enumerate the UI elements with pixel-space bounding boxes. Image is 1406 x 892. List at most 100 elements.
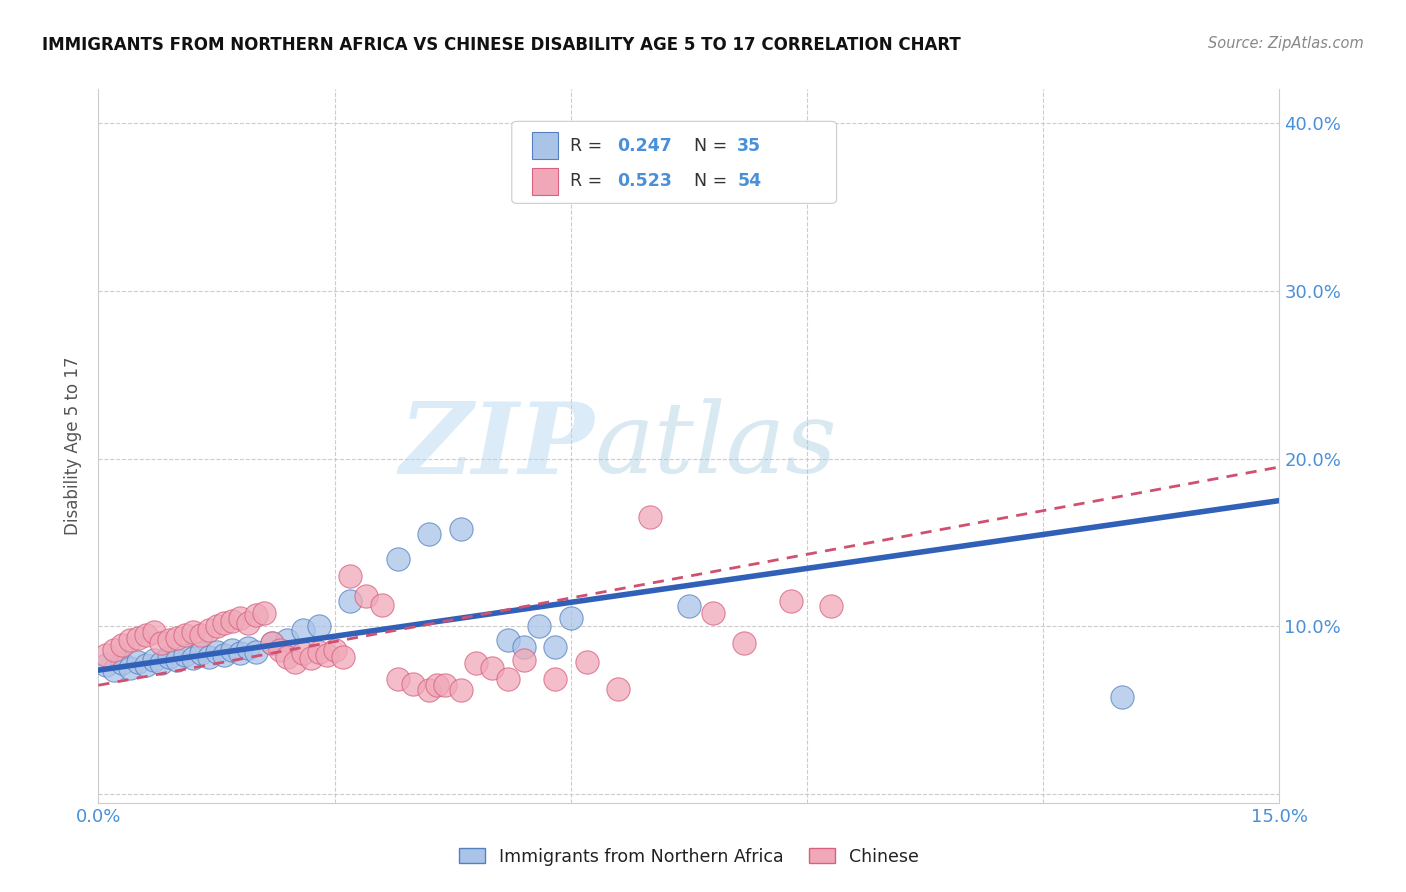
Point — [638, 510, 661, 524]
Point — [575, 655, 598, 669]
Text: ZIP: ZIP — [399, 398, 595, 494]
Point — [276, 632, 298, 647]
Point — [135, 658, 157, 673]
Point — [181, 624, 204, 639]
Point — [544, 672, 567, 686]
Point — [496, 672, 519, 686]
Point — [111, 657, 134, 671]
Point — [332, 649, 354, 664]
Point — [260, 636, 283, 650]
Point — [292, 646, 315, 660]
Point — [142, 624, 165, 639]
Point — [118, 661, 141, 675]
Point — [702, 606, 724, 620]
Point — [103, 663, 125, 677]
Point — [150, 657, 173, 671]
Point — [820, 599, 842, 614]
Point — [284, 655, 307, 669]
Point — [402, 676, 425, 690]
Point — [276, 649, 298, 664]
FancyBboxPatch shape — [512, 121, 837, 203]
Point — [96, 658, 118, 673]
Point — [190, 646, 212, 660]
Point — [214, 616, 236, 631]
Point — [221, 615, 243, 629]
Point — [1111, 690, 1133, 704]
Point — [292, 623, 315, 637]
Text: IMMIGRANTS FROM NORTHERN AFRICA VS CHINESE DISABILITY AGE 5 TO 17 CORRELATION CH: IMMIGRANTS FROM NORTHERN AFRICA VS CHINE… — [42, 36, 960, 54]
Point — [236, 641, 259, 656]
Text: N =: N = — [693, 172, 733, 190]
Point — [236, 616, 259, 631]
Point — [371, 598, 394, 612]
Point — [127, 632, 149, 646]
Text: 35: 35 — [737, 136, 762, 155]
Point — [229, 611, 252, 625]
Point — [245, 645, 267, 659]
Point — [418, 527, 440, 541]
Point — [269, 643, 291, 657]
Point — [481, 661, 503, 675]
Point — [426, 678, 449, 692]
Point — [118, 632, 141, 647]
Point — [512, 653, 534, 667]
Point — [127, 655, 149, 669]
Point — [308, 645, 330, 659]
Point — [315, 648, 337, 662]
Y-axis label: Disability Age 5 to 17: Disability Age 5 to 17 — [65, 357, 83, 535]
Point — [339, 594, 361, 608]
Text: R =: R = — [569, 136, 607, 155]
Point — [308, 619, 330, 633]
FancyBboxPatch shape — [531, 132, 558, 160]
Point — [253, 606, 276, 620]
Point — [607, 681, 630, 696]
Point — [418, 683, 440, 698]
Point — [733, 636, 755, 650]
Text: Source: ZipAtlas.com: Source: ZipAtlas.com — [1208, 36, 1364, 51]
Point — [174, 628, 197, 642]
Point — [245, 607, 267, 622]
Point — [450, 683, 472, 698]
Text: atlas: atlas — [595, 399, 837, 493]
Point — [103, 643, 125, 657]
Legend: Immigrants from Northern Africa, Chinese: Immigrants from Northern Africa, Chinese — [451, 841, 927, 872]
Point — [339, 569, 361, 583]
Point — [157, 632, 180, 647]
Point — [150, 636, 173, 650]
Point — [205, 645, 228, 659]
Point — [214, 648, 236, 662]
Point — [229, 646, 252, 660]
Text: 54: 54 — [737, 172, 762, 190]
Point — [205, 619, 228, 633]
Point — [96, 648, 118, 662]
Point — [354, 589, 377, 603]
Point — [560, 611, 582, 625]
Text: N =: N = — [693, 136, 733, 155]
Point — [135, 628, 157, 642]
Point — [512, 640, 534, 654]
Point — [260, 636, 283, 650]
Point — [197, 623, 219, 637]
Point — [221, 643, 243, 657]
Point — [678, 599, 700, 614]
Point — [465, 657, 488, 671]
Point — [142, 653, 165, 667]
Point — [174, 648, 197, 662]
Point — [197, 649, 219, 664]
Point — [111, 638, 134, 652]
Point — [544, 640, 567, 654]
Text: R =: R = — [569, 172, 607, 190]
Point — [387, 552, 409, 566]
Text: 0.523: 0.523 — [617, 172, 672, 190]
Point — [433, 678, 456, 692]
Point — [323, 643, 346, 657]
Text: 0.247: 0.247 — [617, 136, 672, 155]
Point — [181, 651, 204, 665]
Point — [450, 522, 472, 536]
Point — [780, 594, 803, 608]
Point — [387, 672, 409, 686]
Point — [529, 619, 551, 633]
Point — [157, 649, 180, 664]
Point — [190, 628, 212, 642]
Point — [166, 632, 188, 646]
